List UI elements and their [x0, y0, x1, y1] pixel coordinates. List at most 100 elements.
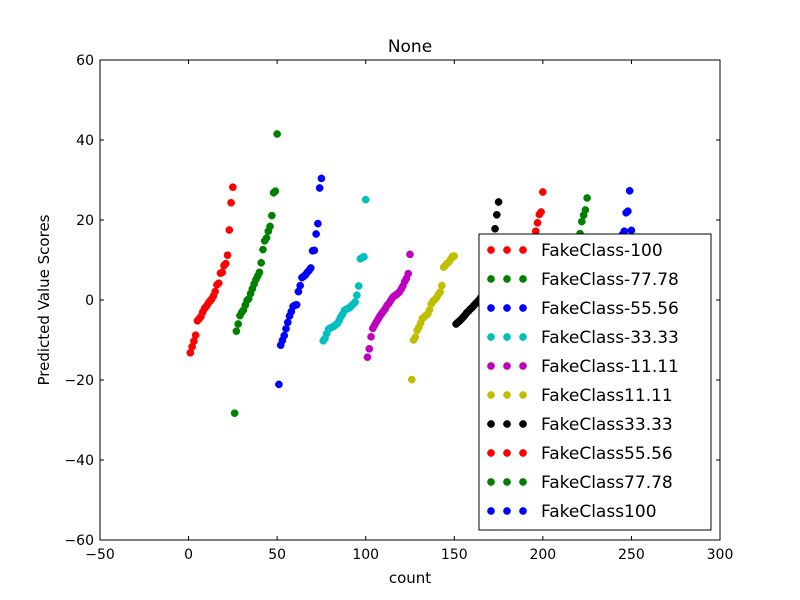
data-point — [314, 219, 322, 228]
data-point — [306, 264, 315, 272]
data-point — [438, 281, 446, 290]
legend-marker — [487, 420, 495, 428]
data-point — [361, 195, 370, 204]
data-point — [223, 251, 232, 260]
data-point — [191, 331, 200, 340]
data-point — [354, 282, 363, 290]
legend-marker — [519, 275, 527, 283]
y-tick-label: −20 — [64, 373, 94, 389]
data-point — [218, 268, 227, 277]
data-point — [533, 218, 542, 227]
series-5-points — [363, 250, 414, 362]
y-tick-label: 0 — [85, 293, 94, 309]
data-point — [234, 320, 243, 328]
legend-item: FakeClass-55.56 — [487, 299, 679, 319]
legend-item: FakeClass100 — [487, 502, 657, 522]
legend-marker — [519, 333, 527, 341]
data-point — [539, 188, 547, 196]
x-axis-label: count — [389, 569, 431, 587]
data-point — [225, 226, 234, 234]
legend-item: FakeClass-11.11 — [487, 357, 679, 377]
legend-marker — [519, 246, 527, 254]
data-point — [283, 318, 292, 327]
legend-item: FakeClass55.56 — [487, 444, 673, 464]
x-tick-label: 150 — [441, 547, 468, 563]
legend-item: FakeClass-33.33 — [487, 328, 679, 348]
x-tick-label: 200 — [529, 547, 556, 563]
legend-item: FakeClass77.78 — [487, 473, 673, 493]
data-point — [214, 279, 223, 288]
legend-marker — [487, 275, 495, 283]
data-point — [315, 184, 324, 192]
legend-marker — [487, 507, 495, 515]
data-point — [273, 130, 281, 138]
legend-marker — [487, 333, 495, 341]
series-4-points — [319, 195, 370, 345]
legend-marker — [503, 478, 511, 486]
data-point — [221, 259, 230, 268]
legend-marker — [503, 246, 511, 254]
legend-label: FakeClass-55.56 — [541, 299, 679, 319]
data-point — [492, 210, 501, 219]
data-point — [353, 291, 361, 300]
data-point — [491, 224, 499, 233]
legend-marker — [503, 449, 511, 457]
legend-marker — [503, 420, 511, 428]
legend-label: FakeClass-33.33 — [541, 328, 679, 348]
legend-label: FakeClass-11.11 — [541, 357, 679, 377]
legend-marker — [503, 507, 511, 515]
chart-title: None — [388, 37, 432, 57]
data-point — [271, 187, 280, 196]
data-point — [624, 207, 632, 216]
legend-label: FakeClass-77.78 — [541, 270, 679, 290]
legend-label: FakeClass33.33 — [541, 415, 673, 435]
y-tick-label: 20 — [76, 213, 94, 229]
data-point — [411, 333, 420, 342]
legend-item: FakeClass11.11 — [487, 386, 673, 406]
data-point — [494, 198, 503, 206]
legend-marker — [487, 304, 495, 312]
series-3-points — [275, 174, 326, 389]
legend-marker — [503, 333, 511, 341]
data-point — [310, 246, 319, 255]
x-tick-label: 0 — [184, 547, 193, 563]
legend-marker — [487, 246, 495, 254]
legend: FakeClass-100 FakeClass-77.78 FakeClass-55… — [478, 233, 712, 531]
data-point — [275, 380, 283, 389]
series-6-points — [407, 252, 459, 384]
legend-item: FakeClass33.33 — [487, 415, 673, 435]
legend-label: FakeClass55.56 — [541, 444, 673, 464]
legend-marker — [519, 449, 527, 457]
x-tick-label: −50 — [85, 547, 115, 563]
legend-label: FakeClass77.78 — [541, 473, 673, 493]
legend-marker — [519, 391, 527, 399]
data-point — [211, 287, 219, 296]
legend-marker — [487, 449, 495, 457]
data-point — [227, 198, 235, 207]
legend-marker — [519, 507, 527, 515]
data-point — [406, 250, 414, 259]
data-point — [259, 245, 267, 254]
data-point — [367, 332, 375, 341]
data-point — [257, 258, 266, 267]
data-point — [262, 234, 271, 242]
data-point — [317, 174, 326, 183]
legend-frame — [478, 233, 712, 531]
legend-item: FakeClass-100 — [487, 241, 663, 261]
data-point — [229, 183, 237, 192]
data-point — [232, 327, 241, 336]
data-point — [583, 194, 591, 202]
data-point — [255, 268, 264, 277]
data-point — [230, 409, 239, 418]
data-point — [436, 288, 444, 296]
data-point — [266, 222, 274, 231]
ticks-layer: −50 0 50 100 150 200 250 300 −60 −40 −20 0 20 40 60 — [64, 53, 733, 563]
x-tick-label: 50 — [268, 547, 286, 563]
y-tick-label: 40 — [76, 133, 94, 149]
data-point — [625, 186, 634, 195]
data-point — [404, 269, 413, 278]
y-tick-label: 60 — [76, 53, 94, 69]
data-point — [627, 226, 636, 235]
